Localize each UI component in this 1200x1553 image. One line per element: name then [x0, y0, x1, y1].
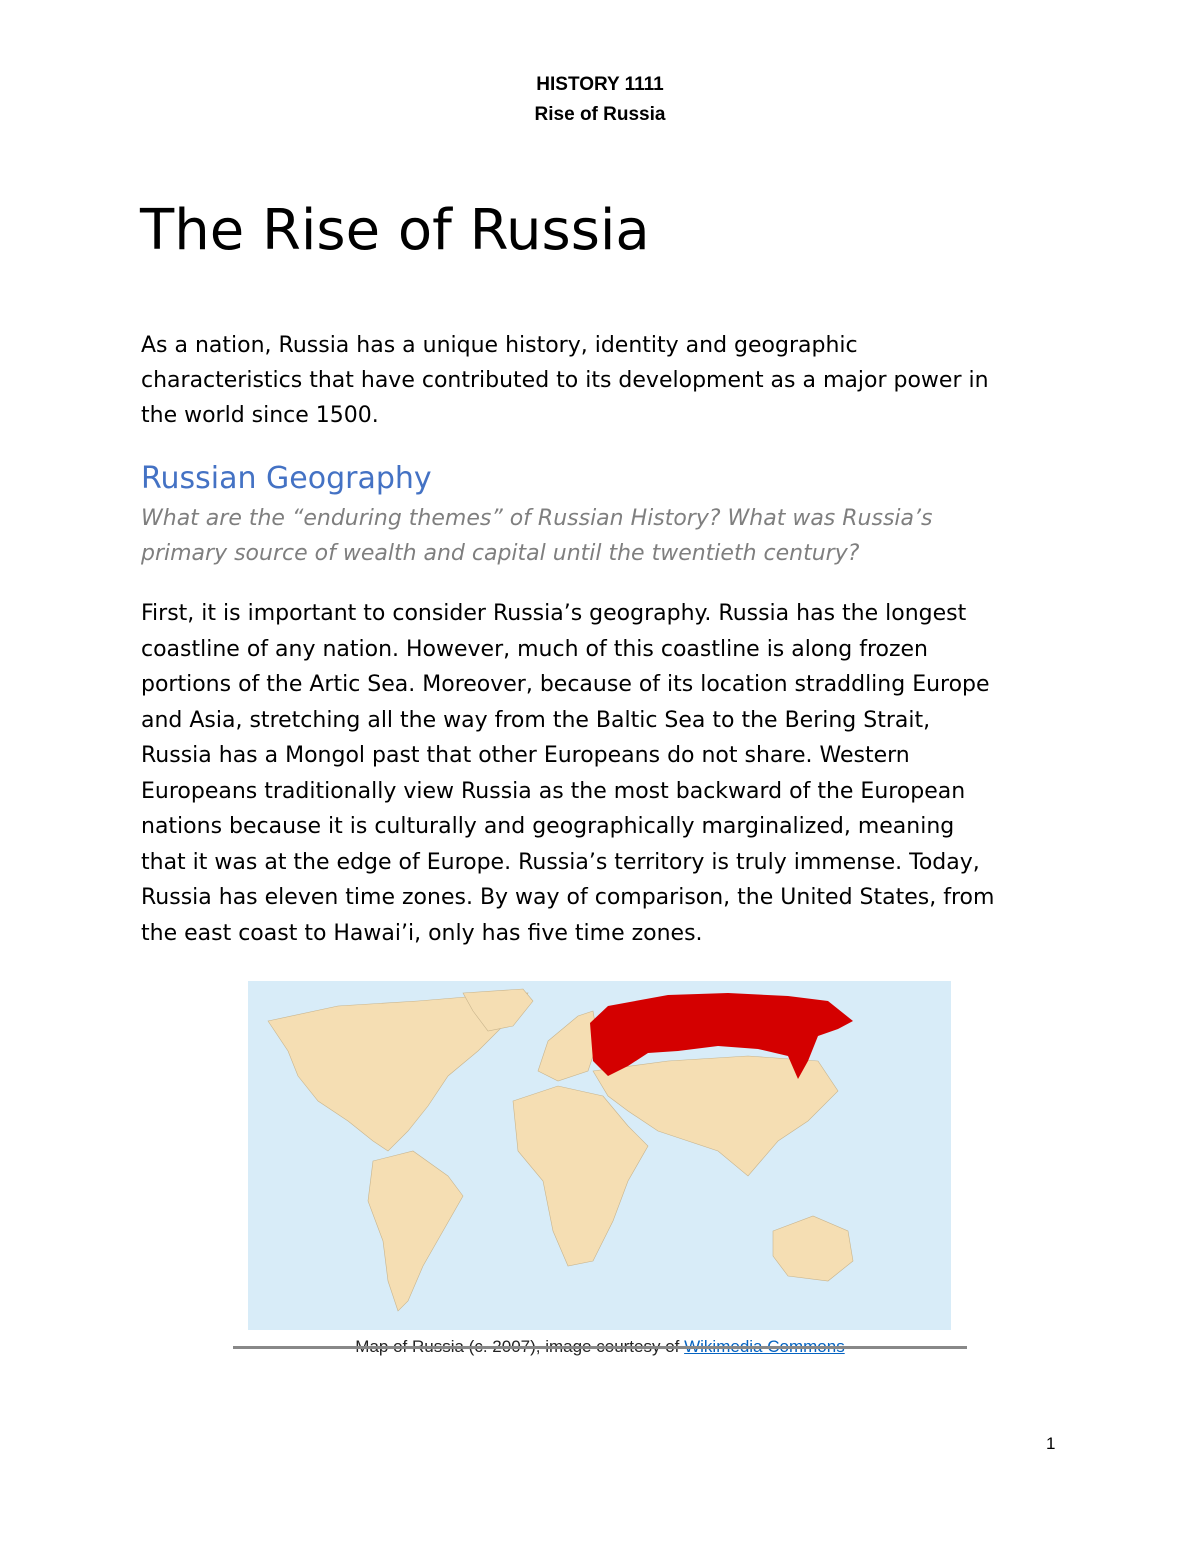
body-line: the east coast to Hawai’i, only has five… [141, 920, 703, 946]
africa [512, 1085, 649, 1267]
body-line: Russia has a Mongol past that other Euro… [141, 743, 910, 768]
header-course: HISTORY 1111 [536, 74, 664, 95]
question-line: What are the “enduring themes” of Russia… [141, 506, 933, 531]
intro-line: the world since 1500. [141, 403, 379, 428]
page-number: 1 [1046, 1434, 1056, 1453]
world-map-figure [248, 981, 951, 1330]
body-line: First, it is important to consider Russi… [141, 601, 967, 626]
section-heading: Russian Geography [141, 461, 432, 496]
greenland [462, 988, 534, 1032]
intro-line: characteristics that have contributed to… [141, 368, 989, 393]
australia [772, 1215, 854, 1282]
question-line: primary source of wealth and capital unt… [141, 541, 860, 566]
asia [592, 1055, 839, 1177]
body-line: and Asia, stretching all the way from th… [141, 707, 931, 733]
north-america [267, 992, 529, 1152]
russia-highlight [590, 993, 853, 1079]
intro-line: As a nation, Russia has a unique history… [141, 333, 858, 358]
body-line: Russia has eleven time zones. By way of … [141, 885, 995, 910]
europe [537, 1010, 599, 1082]
body-line: Europeans traditionally view Russia as t… [141, 778, 966, 804]
body-line: nations because it is culturally and geo… [141, 814, 955, 839]
header-topic: Rise of Russia [534, 104, 666, 125]
south-america [367, 1150, 464, 1312]
body-line: portions of the Artic Sea. Moreover, bec… [141, 672, 990, 697]
page-title: The Rise of Russia [140, 198, 650, 263]
body-line: coastline of any nation. However, much o… [141, 636, 929, 662]
caption-rule [233, 1346, 967, 1349]
body-line: that it was at the edge of Europe. Russi… [141, 849, 980, 875]
